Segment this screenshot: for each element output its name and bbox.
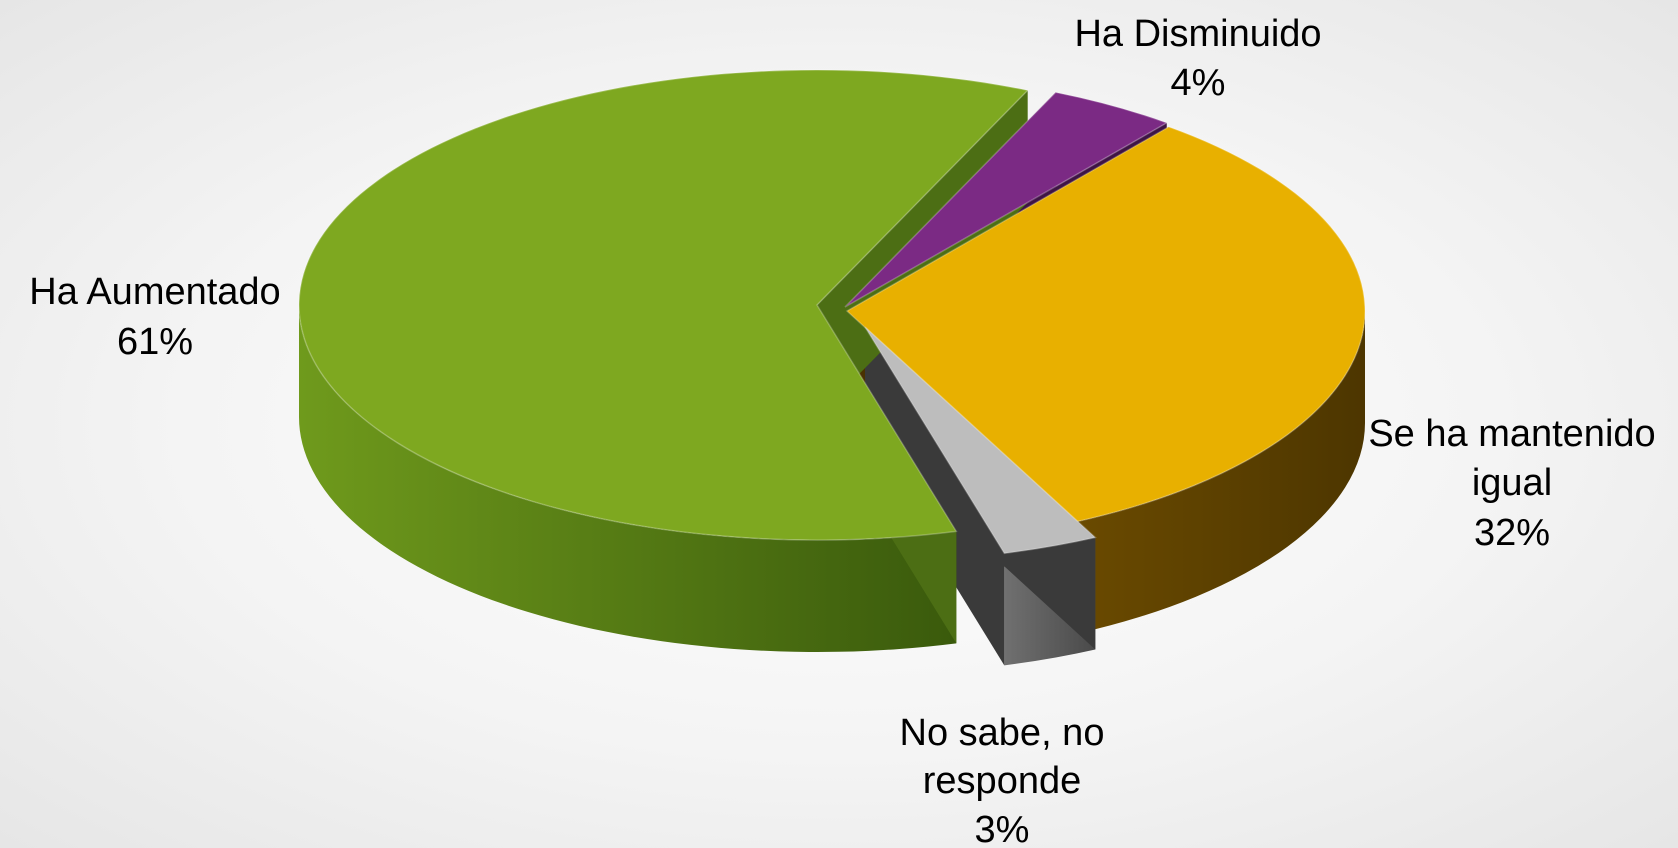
slice-side-ha-aumentado [298, 305, 957, 652]
slice-label-se-ha-mantenido-line2: igual [1472, 462, 1552, 504]
slice-no-sabe [864, 326, 1097, 555]
slice-label-ha-aumentado: Ha Aumentado [29, 271, 280, 313]
slice-side-se-ha-mantenido [1077, 311, 1365, 634]
slice-label-no-sabe-line1: No sabe, no [900, 712, 1105, 754]
slice-percent-no-sabe: 3% [975, 809, 1030, 848]
slice-ha-disminuido [844, 91, 1169, 308]
slice-ha-aumentado [298, 69, 1030, 541]
slice-label-no-sabe-line2: responde [923, 760, 1081, 802]
slice-percent-ha-disminuido: 4% [1171, 62, 1226, 104]
slice-label-ha-disminuido: Ha Disminuido [1074, 13, 1321, 55]
slice-se-ha-mantenido [845, 126, 1366, 523]
slice-percent-ha-aumentado: 61% [117, 321, 193, 363]
slice-label-se-ha-mantenido-line1: Se ha mantenido [1368, 413, 1655, 455]
slice-percent-se-ha-mantenido: 32% [1474, 512, 1550, 554]
